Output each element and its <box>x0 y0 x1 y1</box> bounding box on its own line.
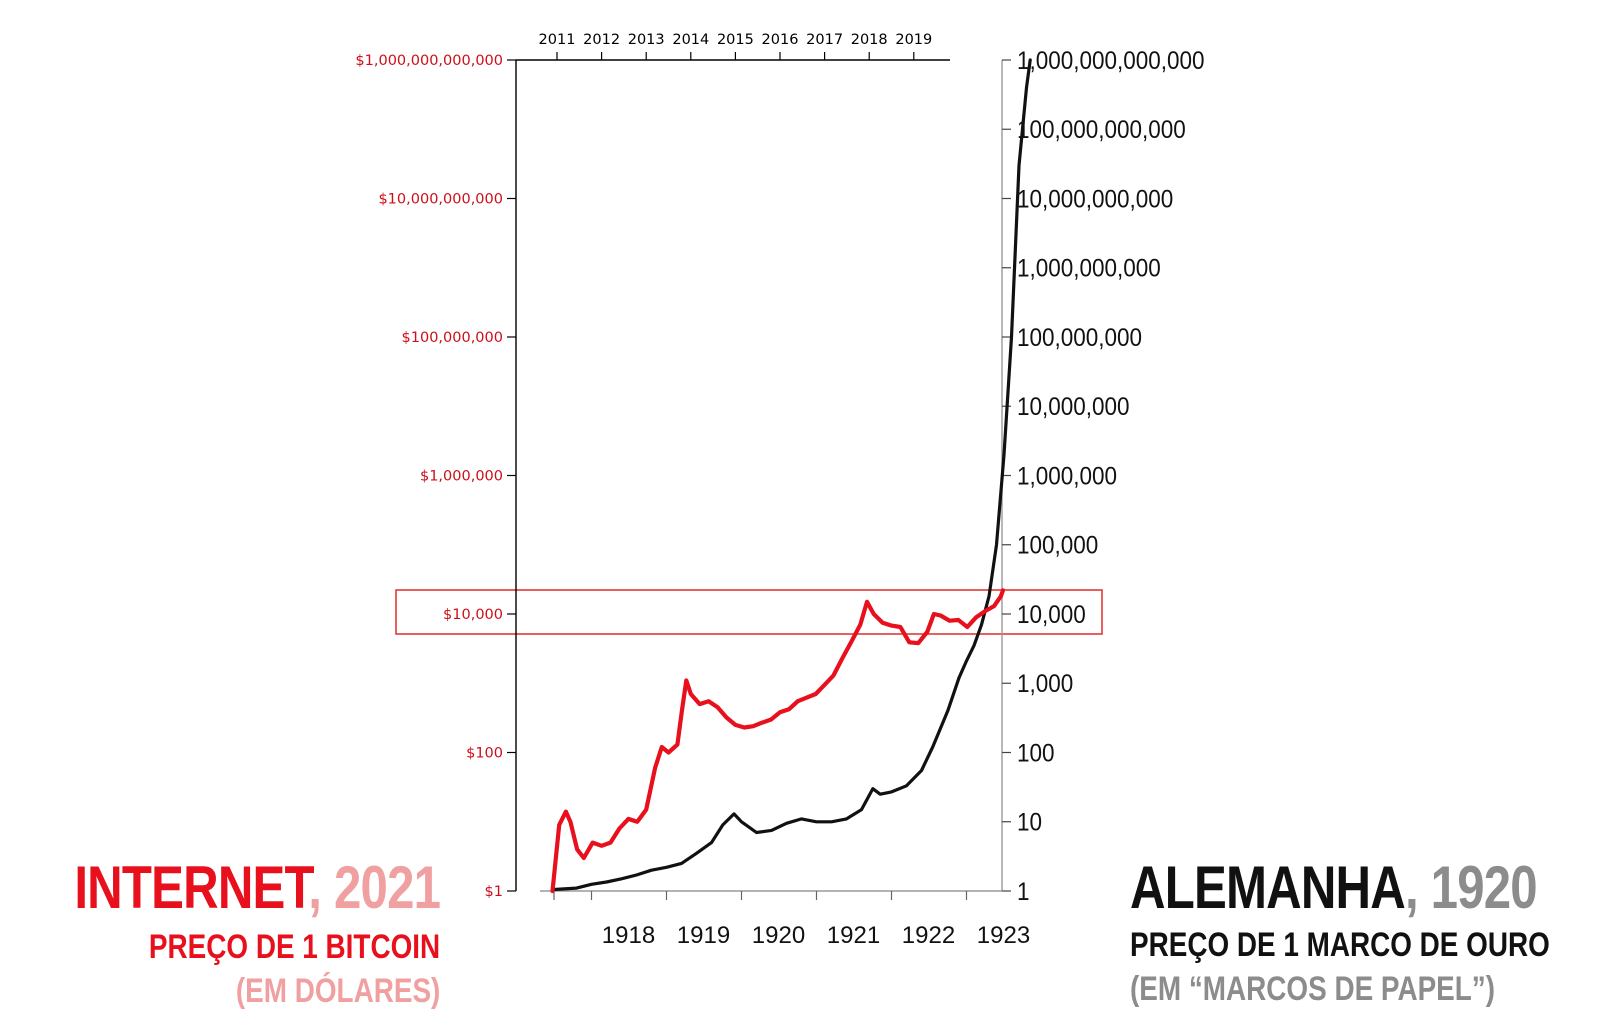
caption-right-title: ALEMANHA <box>1130 854 1406 921</box>
left-axis-tick-label: $1,000,000 <box>420 469 503 485</box>
right-axis-tick-label: 10 <box>1017 809 1042 837</box>
caption-right-line3: (EM “MARCOS DE PAPEL”) <box>1130 970 1496 1008</box>
left-axis-tick-label: $1,000,000,000,000 <box>355 53 503 69</box>
marco-series-line <box>552 58 1032 892</box>
top-axis-tick-label: 2019 <box>895 32 932 48</box>
bottom-axis-tick-label: 1920 <box>752 922 805 949</box>
top-axis-tick-label: 2013 <box>628 32 665 48</box>
top-axis-tick-label: 2011 <box>539 32 576 48</box>
caption-left: INTERNET, 2021 <box>0 858 441 918</box>
bottom-axis-tick-label: 1921 <box>827 922 880 949</box>
bottom-axis-tick-label: 1918 <box>602 922 655 949</box>
left-axis-tick-label: $10,000,000,000 <box>378 192 503 208</box>
top-axis-tick-label: 2016 <box>762 32 799 48</box>
bottom-axis-tick-label: 1919 <box>677 922 730 949</box>
right-axis-tick-label: 100,000,000,000 <box>1017 116 1186 144</box>
caption-left-title-line: INTERNET, 2021 <box>74 858 441 918</box>
right-axis-tick-label: 1,000,000,000 <box>1017 255 1161 283</box>
caption-left-separator: , <box>308 854 322 921</box>
right-axis-tick-label: 100 <box>1017 739 1055 767</box>
bottom-axis-tick-label: 1923 <box>977 922 1030 949</box>
top-axis-tick-label: 2014 <box>672 32 709 48</box>
caption-left-year: 2021 <box>333 854 441 921</box>
top-axis-tick-label: 2017 <box>806 32 843 48</box>
left-axis-tick-label: $10,000 <box>443 607 503 623</box>
right-axis-tick-label: 1 <box>1017 878 1030 906</box>
caption-right-sub2: (EM “MARCOS DE PAPEL”) <box>1130 972 1575 1006</box>
caption-left-line3: (EM DÓLARES) <box>235 972 440 1010</box>
highlight-box <box>395 589 1103 635</box>
caption-right-separator: , <box>1404 854 1419 921</box>
caption-right: ALEMANHA, 1920 <box>1130 858 1604 918</box>
left-axis-tick-label: $100 <box>466 746 503 762</box>
caption-right-line2: PREÇO DE 1 MARCO DE OURO <box>1130 926 1550 964</box>
top-axis-tick-label: 2018 <box>851 32 888 48</box>
caption-left-title: INTERNET <box>74 854 309 921</box>
caption-left-sub: PREÇO DE 1 BITCOIN <box>85 930 440 964</box>
right-axis-tick-label: 1,000,000 <box>1017 462 1117 490</box>
right-axis-tick-label: 100,000 <box>1017 532 1098 560</box>
caption-left-line2: PREÇO DE 1 BITCOIN <box>148 928 440 966</box>
caption-left-sub2: (EM DÓLARES) <box>191 974 440 1008</box>
bottom-axis-tick-label: 1922 <box>902 922 955 949</box>
left-axis-tick-label: $100,000,000 <box>402 330 503 346</box>
right-axis-tick-label: 10,000,000 <box>1017 393 1130 421</box>
right-axis-tick-label: 1,000,000,000,000 <box>1017 47 1205 75</box>
caption-right-year: 1920 <box>1430 854 1538 921</box>
caption-right-sub: PREÇO DE 1 MARCO DE OURO <box>1130 928 1604 962</box>
right-axis-tick-label: 1,000 <box>1017 670 1073 698</box>
top-axis-tick-label: 2012 <box>583 32 620 48</box>
right-axis-tick-label: 10,000,000,000 <box>1017 185 1173 213</box>
left-axis-tick-label: $1 <box>485 884 503 900</box>
bitcoin-series-line <box>550 588 1006 894</box>
caption-right-title-line: ALEMANHA, 1920 <box>1130 858 1538 918</box>
top-axis-tick-label: 2015 <box>717 32 754 48</box>
right-axis-tick-label: 100,000,000 <box>1017 324 1142 352</box>
right-axis-tick-label: 10,000 <box>1017 601 1086 629</box>
